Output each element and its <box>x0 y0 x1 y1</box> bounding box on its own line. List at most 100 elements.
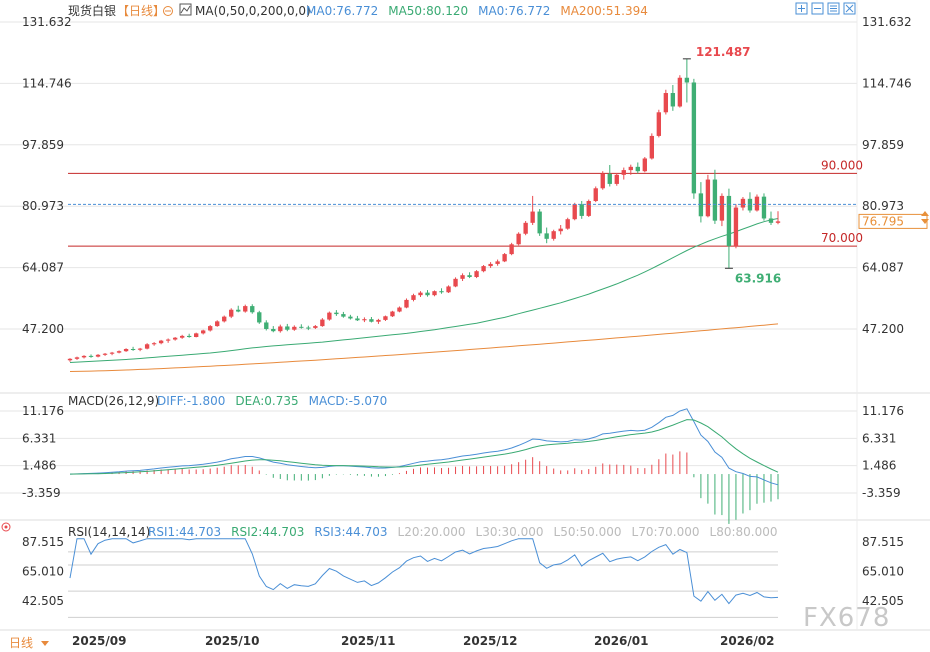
main-y-axis: 131.632 131.632 114.746 114.746 97.859 97.859… <box>22 15 912 336</box>
y-tick-label: 11.176 <box>862 404 904 418</box>
y-tick-label: -3.359 <box>22 486 61 500</box>
candle <box>544 227 549 244</box>
y-tick-label: 42.505 <box>862 594 904 608</box>
candle <box>390 310 395 318</box>
candle <box>165 338 171 343</box>
price-arrow-icon[interactable] <box>921 211 929 224</box>
candle <box>67 358 73 362</box>
x-tick-label: 2025/12 <box>463 634 517 648</box>
rsi-y-axis: 87.515 87.515 65.010 65.010 42.505 42.505 <box>22 535 904 608</box>
candle <box>179 334 185 339</box>
candle <box>341 311 346 318</box>
y-tick-label: 42.505 <box>22 594 64 608</box>
candle <box>144 343 150 350</box>
candle <box>95 354 101 358</box>
legend-item: MA0:76.772 <box>306 4 378 18</box>
ma50-line <box>69 218 779 363</box>
x-tick-label: 2026/02 <box>720 634 774 648</box>
candle <box>313 325 318 329</box>
y-tick-label: -3.359 <box>862 486 901 500</box>
legend-item: MA200:51.394 <box>560 4 648 18</box>
candle <box>474 270 479 279</box>
candle <box>670 85 676 111</box>
close-square-icon[interactable] <box>843 2 856 15</box>
legend-item: RSI1:44.703 <box>148 525 221 539</box>
candle <box>81 355 87 359</box>
candle <box>663 89 669 115</box>
low-value: 63.916 <box>735 271 781 285</box>
y-tick-label: 87.515 <box>22 535 64 549</box>
ma-settings-icon[interactable] <box>163 6 173 16</box>
candle <box>88 354 94 358</box>
candle <box>383 315 388 322</box>
candle <box>635 162 640 174</box>
rsi-settings-icon[interactable] <box>1 522 11 532</box>
candle <box>705 174 711 218</box>
candle <box>656 109 662 138</box>
candle <box>404 298 409 309</box>
candle <box>285 323 290 332</box>
legend-item: L80:80.000 <box>710 525 778 539</box>
y-tick-label: 64.087 <box>862 261 904 275</box>
candle <box>355 315 360 322</box>
candle <box>222 315 227 323</box>
y-tick-label: 65.010 <box>862 565 904 579</box>
candle <box>614 173 619 186</box>
x-axis-labels: 2025/09 2025/10 2025/11 2025/12 2026/01 2026/… <box>72 634 774 648</box>
candle <box>123 348 129 352</box>
y-tick-label: 80.973 <box>22 199 64 213</box>
legend-item: L20:20.000 <box>398 525 466 539</box>
y-tick-label: 64.087 <box>22 261 64 275</box>
last-price-badge: 76.795 <box>858 213 928 229</box>
candle <box>397 306 402 313</box>
legend-item: L70:70.000 <box>632 525 700 539</box>
y-tick-label: 47.200 <box>22 322 64 336</box>
period-label: 【日线】 <box>117 4 165 18</box>
x-tick-label: 2025/10 <box>205 634 259 648</box>
candle <box>411 293 416 302</box>
chart-type-icon[interactable] <box>179 3 192 16</box>
candle <box>418 291 423 298</box>
y-tick-label: 97.859 <box>22 138 64 152</box>
x-tick-label: 2025/11 <box>341 634 395 648</box>
candle <box>278 324 283 333</box>
candle <box>250 304 255 314</box>
candle <box>172 336 178 341</box>
y-tick-label: 114.746 <box>22 76 72 90</box>
candle <box>229 308 234 319</box>
candle <box>523 221 528 236</box>
candle <box>102 352 108 356</box>
minus-square-icon[interactable] <box>811 2 824 15</box>
macd-legend: DIFF:-1.800 DEA:0.735 MACD:-5.070 <box>157 394 387 408</box>
candle <box>712 169 718 224</box>
candle <box>579 201 584 219</box>
candle <box>467 272 472 279</box>
candle <box>684 58 690 103</box>
candle <box>509 242 514 256</box>
candle <box>516 232 521 246</box>
candle <box>194 332 199 338</box>
legend-item: L30:30.000 <box>476 525 544 539</box>
candle <box>320 318 325 327</box>
candle <box>446 285 451 294</box>
candle <box>271 326 276 333</box>
candle <box>495 259 500 266</box>
candles <box>67 58 781 362</box>
plus-square-icon[interactable] <box>795 2 808 15</box>
candle <box>740 197 746 211</box>
legend-item: DIFF:-1.800 <box>157 394 225 408</box>
candle <box>719 193 725 227</box>
period-button[interactable]: 日线 <box>2 634 58 650</box>
candle <box>747 192 753 213</box>
menu-square-icon[interactable] <box>827 2 840 15</box>
candle <box>551 229 556 241</box>
key-level-label: 90.000 <box>821 158 863 172</box>
candle <box>558 225 563 235</box>
candle <box>502 253 507 263</box>
key-level-label: 70.000 <box>821 231 863 245</box>
x-tick-label: 2026/01 <box>594 634 648 648</box>
ma-legend: MA0:76.772 MA50:80.120 MA0:76.772 MA200:51.… <box>306 4 648 18</box>
legend-item: MACD:-5.070 <box>309 394 388 408</box>
candle <box>481 265 486 273</box>
